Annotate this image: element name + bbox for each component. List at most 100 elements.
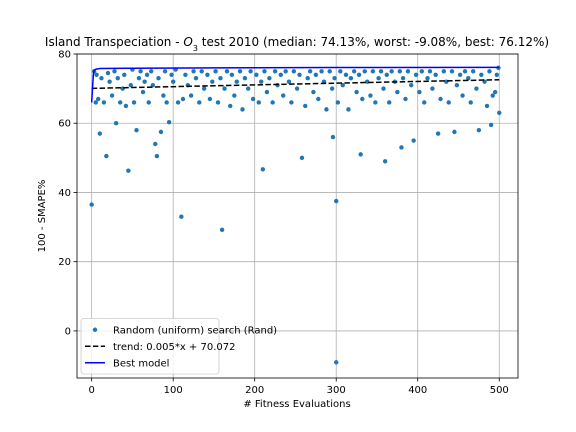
data-point	[422, 100, 427, 105]
data-point	[313, 72, 319, 77]
data-point	[356, 72, 362, 77]
data-point	[210, 79, 215, 84]
data-point	[399, 145, 404, 150]
data-point	[382, 159, 388, 164]
data-point	[150, 82, 156, 88]
data-point	[417, 89, 422, 95]
data-point	[183, 72, 188, 77]
title-text: Island Transpeciation -	[45, 35, 183, 49]
data-point	[405, 69, 411, 74]
data-point	[131, 100, 137, 105]
title-sub: 3	[193, 44, 198, 53]
data-point	[105, 70, 111, 76]
data-point	[427, 69, 433, 74]
x-tick-label: 500	[490, 385, 509, 396]
axes-frame	[76, 53, 519, 379]
data-point	[99, 76, 104, 81]
data-point	[332, 76, 337, 81]
data-point	[180, 96, 186, 102]
data-point	[218, 76, 223, 81]
data-point	[101, 100, 107, 105]
y-tick-label: 20	[58, 257, 71, 268]
data-point	[245, 86, 251, 91]
data-point	[497, 110, 502, 116]
data-point	[452, 129, 457, 135]
data-point	[433, 72, 438, 77]
data-point	[397, 69, 403, 74]
data-point	[370, 69, 376, 74]
data-point	[134, 127, 139, 133]
data-point	[479, 72, 484, 77]
data-point	[395, 89, 400, 95]
data-point	[115, 76, 120, 81]
data-point	[234, 79, 239, 84]
data-point	[351, 69, 357, 74]
data-point	[166, 119, 172, 125]
data-point	[138, 69, 143, 74]
data-point	[169, 72, 174, 77]
data-point	[413, 72, 419, 77]
data-point	[148, 69, 154, 74]
data-point	[154, 153, 160, 159]
data-point	[272, 69, 278, 74]
data-point	[94, 72, 99, 77]
data-point	[126, 168, 131, 173]
data-point	[297, 72, 302, 77]
data-point	[240, 107, 245, 112]
data-point	[419, 69, 425, 74]
chart-title: Island Transpeciation - O3 test 2010 (me…	[45, 35, 549, 53]
data-point	[170, 79, 176, 84]
data-point	[97, 131, 103, 136]
data-point	[289, 100, 294, 105]
data-point	[354, 89, 359, 95]
data-point	[291, 69, 297, 74]
data-point	[460, 93, 465, 98]
data-point	[457, 72, 463, 77]
title-math: O	[183, 35, 192, 49]
data-point	[179, 214, 184, 219]
data-point	[175, 100, 181, 105]
data-point	[188, 93, 194, 98]
data-point	[281, 93, 286, 98]
data-point	[346, 107, 351, 112]
x-tick-label: 100	[164, 385, 183, 396]
data-point	[260, 167, 266, 172]
data-point	[490, 93, 495, 98]
data-point	[283, 69, 288, 74]
data-point	[161, 93, 166, 98]
data-point	[215, 100, 221, 105]
line	[90, 66, 500, 103]
data-point	[449, 69, 455, 74]
data-point	[327, 69, 332, 74]
x-axis-label: # Fitness Evaluations	[243, 399, 350, 410]
data-point	[373, 100, 378, 105]
data-point	[144, 72, 150, 77]
data-point	[107, 79, 112, 84]
title-text: test 2010 (median: 74.13%, worst: -9.08%…	[198, 35, 549, 49]
y-axis-label: 100 - SMAPE%	[37, 180, 48, 253]
data-point	[242, 76, 248, 81]
data-point	[425, 76, 430, 81]
y-tick-label: 80	[58, 50, 71, 61]
data-point	[224, 69, 230, 74]
data-point	[254, 72, 259, 77]
data-point	[316, 96, 321, 102]
data-point	[494, 72, 500, 77]
data-point	[228, 103, 233, 109]
data-point	[193, 76, 199, 81]
legend-label: Random (uniform) search (Rand)	[113, 325, 277, 336]
data-point	[294, 86, 300, 91]
data-point	[299, 155, 305, 161]
y-tick-label: 0	[65, 326, 71, 337]
data-point	[462, 69, 468, 74]
x-tick-label: 400	[408, 385, 427, 396]
data-point	[430, 86, 435, 91]
legend-label: trend: 0.005*x + 70.072	[113, 342, 235, 353]
data-point	[343, 72, 349, 77]
data-point	[307, 69, 313, 74]
data-point	[201, 86, 207, 91]
data-point	[109, 93, 115, 98]
data-point	[250, 96, 256, 102]
data-point	[89, 202, 94, 207]
data-point	[378, 69, 384, 74]
